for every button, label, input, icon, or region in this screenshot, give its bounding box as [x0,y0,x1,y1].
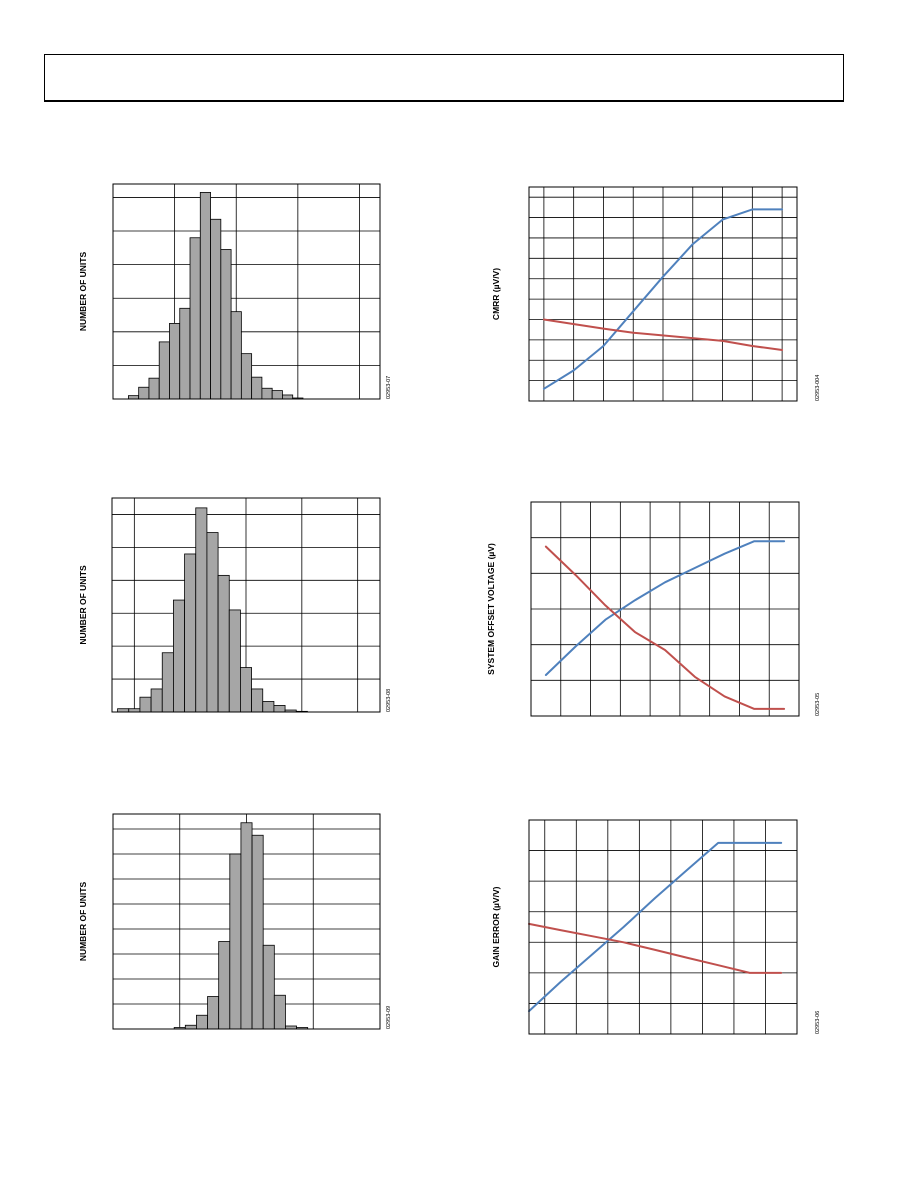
figure-id: 02953-06 [815,1011,821,1034]
histogram-bar [138,386,150,400]
cmrr-line-chart: CMRR (µV/V) 02953-004 [491,186,821,402]
histogram-bar [229,853,242,1030]
series-line [542,208,784,390]
series-line [544,545,786,710]
figure-id: 02953-05 [815,693,821,716]
offset-voltage-line-chart: SYSTEM OFFSET VOLTAGE (µV) 02953-05 [486,501,821,717]
histogram-bar [262,701,275,713]
series-line [528,922,783,974]
y-axis-label: CMRR (µV/V) [491,268,501,320]
histogram-bar [139,696,152,713]
histogram-bar [273,705,286,713]
histogram-bar [199,191,211,400]
plot-frame [111,497,381,713]
histogram-bar [179,307,191,400]
gain-error-line-chart: GAIN ERROR (µV/V) 02953-06 [491,819,821,1035]
histogram-bar [251,834,264,1030]
histogram-bar [251,688,264,713]
plot-frame [528,819,798,1035]
histogram-1: NUMBER OF UNITS 02953-07 [78,183,392,400]
histogram-bar [271,390,283,400]
plot-frame [528,186,798,402]
histogram-bar [169,323,181,400]
histogram-bar [128,395,140,400]
histogram-bar [150,688,163,713]
figure-id: 02953-004 [815,375,821,401]
histogram-bar [206,532,219,713]
histogram-bar [218,941,231,1030]
histogram-bar [240,353,253,400]
y-axis-label: NUMBER OF UNITS [78,252,88,332]
histogram-bar [195,507,208,713]
page-header-box [44,54,844,102]
histogram-bar [210,218,222,400]
histogram-bar [273,994,286,1030]
histogram-bar [207,996,220,1030]
histogram-bar [230,311,242,400]
histogram-2: NUMBER OF UNITS 02953-08 [78,497,392,713]
histogram-bar [184,553,197,713]
histogram-bar [282,394,294,400]
y-axis-label: SYSTEM OFFSET VOLTAGE (µV) [486,543,496,675]
histogram-bar [217,574,230,713]
histogram-bar [228,609,241,713]
histogram-bar [158,341,170,400]
histogram-bar [148,377,160,400]
plot-frame [530,501,800,717]
histogram-bar [240,822,253,1030]
histogram-bar [184,1024,197,1030]
histogram-3: NUMBER OF UNITS 02953-09 [78,813,392,1030]
figure-id: 02953-08 [386,689,392,712]
histogram-bar [261,387,273,400]
histogram-bar [173,599,185,713]
histogram-bar [220,249,232,400]
series-line [528,841,783,1013]
y-axis-label: NUMBER OF UNITS [78,882,88,962]
histogram-bar [161,652,174,713]
series-line [542,318,784,351]
histogram-bar [240,667,252,713]
histogram-bar [262,944,275,1030]
figure-id: 02953-07 [386,376,392,399]
histogram-bar [196,1014,208,1030]
plot-frame [112,183,381,400]
y-axis-label: NUMBER OF UNITS [78,565,88,645]
series-line [544,540,786,676]
histogram-bar [189,237,201,400]
y-axis-label: GAIN ERROR (µV/V) [491,886,501,967]
plot-frame [112,813,381,1030]
histogram-bar [251,376,263,400]
figure-id: 02953-09 [386,1006,392,1029]
